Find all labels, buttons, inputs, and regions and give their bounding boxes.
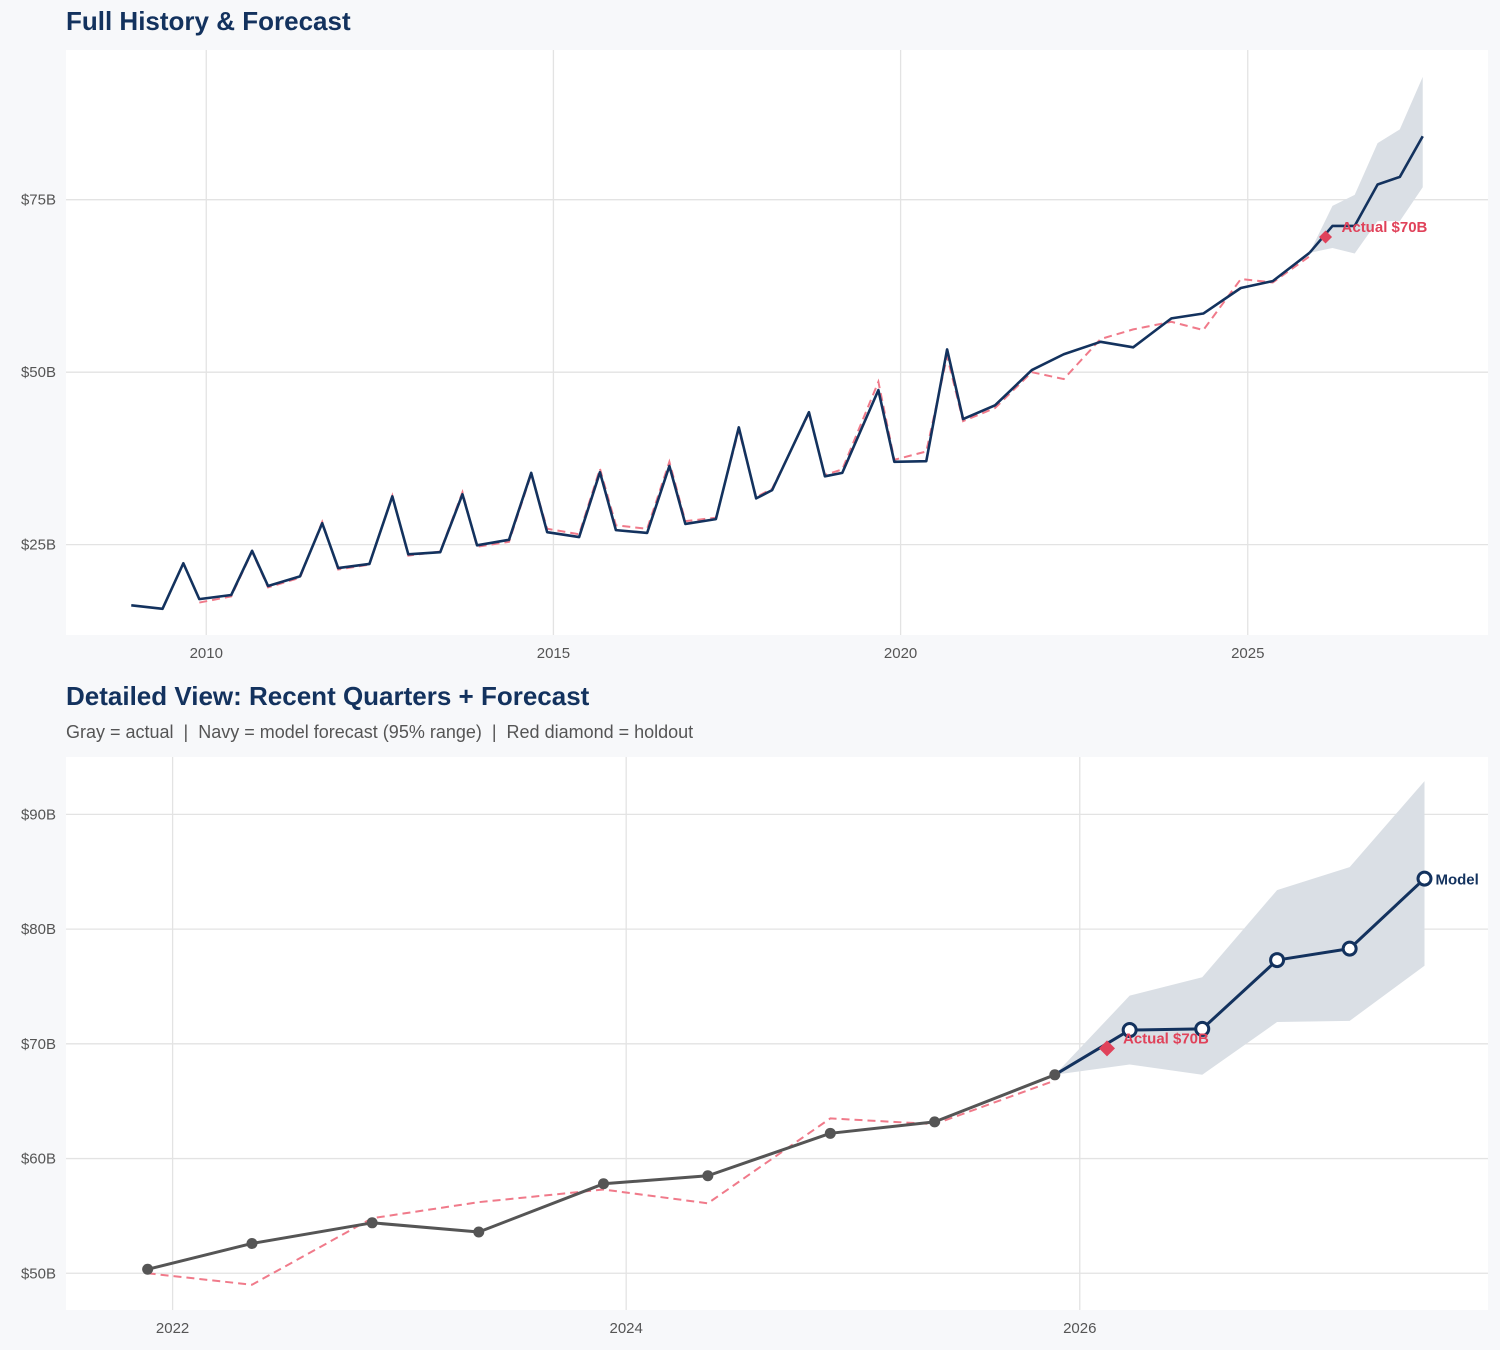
actual-line [131, 251, 1311, 611]
y-tick-label: $80B [21, 921, 56, 938]
y-tick-label: $50B [21, 364, 56, 381]
fitted-line [199, 255, 1311, 604]
forecast-point [1416, 870, 1433, 887]
actual-point [929, 1116, 941, 1128]
holdout-diamond [1319, 230, 1333, 244]
actual-point [366, 1217, 378, 1229]
y-tick-label: $90B [21, 806, 56, 823]
actual-point [702, 1170, 714, 1182]
x-tick-label: 2022 [156, 1320, 189, 1337]
x-tick-label: 2024 [609, 1320, 642, 1337]
y-tick-label: $60B [21, 1151, 56, 1168]
y-tick-label: $70B [21, 1036, 56, 1053]
forecast-point [1194, 1020, 1211, 1037]
detailed-view-chart: $50B $60B $70B $80B $90B 2022 2024 2026 Model Act… [21, 757, 1488, 1337]
plot-panel [66, 757, 1488, 1310]
forecast-line [1054, 877, 1426, 1077]
forecast-line [1308, 135, 1424, 254]
bottom-chart-title: Detailed View: Recent Quarters + Forecas… [66, 681, 590, 711]
y-tick-label: $75B [21, 192, 56, 209]
forecast-point [1341, 940, 1358, 957]
x-tick-label: 2025 [1231, 645, 1264, 662]
actual-point [246, 1237, 258, 1249]
y-tick-label: $50B [21, 1265, 56, 1282]
forecast-point [1269, 952, 1286, 969]
x-tick-label: 2020 [884, 645, 917, 662]
model-label: Model [1435, 872, 1478, 889]
y-tick-label: $25B [21, 537, 56, 554]
forecast-95-band [1309, 76, 1423, 254]
bottom-chart-subtitle: Gray = actual | Navy = model forecast (9… [66, 722, 694, 742]
forecast-point [1121, 1022, 1138, 1039]
actual-point [473, 1226, 485, 1238]
holdout-label: Actual $70B [1342, 219, 1428, 236]
actual-point [598, 1178, 610, 1190]
top-chart-title: Full History & Forecast [66, 6, 351, 36]
actual-point [824, 1127, 836, 1139]
x-tick-label: 2015 [537, 645, 570, 662]
full-history-chart: $25B $50B $75B 2010 2015 2020 2025 Actual $70B [21, 50, 1488, 662]
actual-point [1049, 1069, 1061, 1081]
plot-panel [66, 50, 1488, 635]
x-tick-label: 2010 [190, 645, 223, 662]
x-tick-label: 2026 [1063, 1320, 1096, 1337]
actual-point [142, 1263, 154, 1275]
holdout-diamond [1098, 1040, 1115, 1057]
fitted-line [147, 1079, 1056, 1286]
holdout-label: Actual $70B [1123, 1030, 1209, 1047]
forecast-95-band [1054, 781, 1425, 1075]
